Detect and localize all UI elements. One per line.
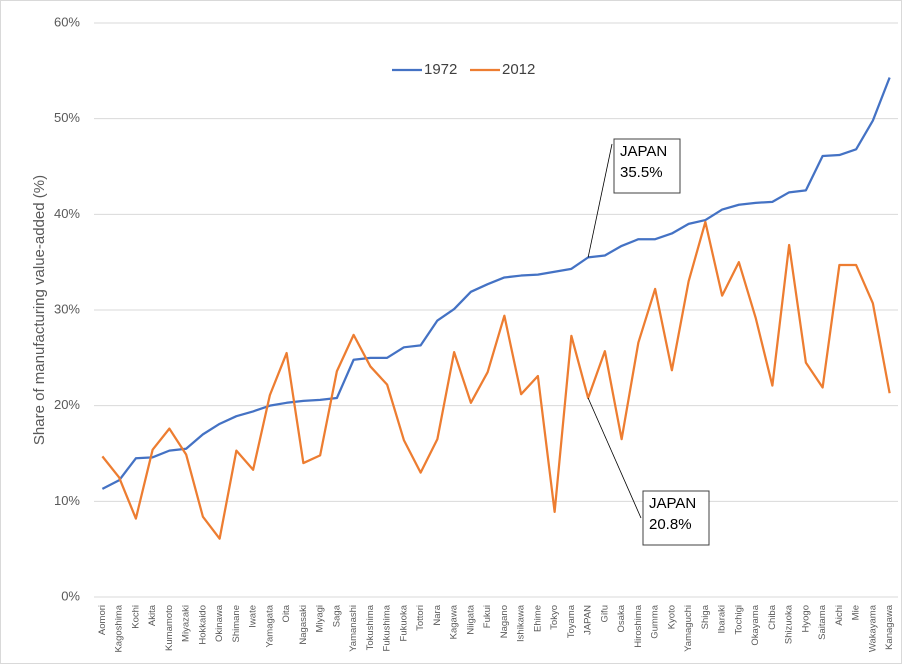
x-tick-label: Oita — [281, 604, 292, 622]
x-tick-label: Kumamoto — [164, 605, 175, 651]
x-tick-label: Fukui — [482, 605, 493, 628]
x-tick-label: Wakayama — [867, 604, 878, 652]
x-tick-label: Aomori — [97, 605, 108, 635]
annotation-text: 20.8% — [649, 516, 692, 533]
x-tick-label: JAPAN — [583, 605, 594, 635]
x-tick-label: Gifu — [599, 605, 610, 622]
x-tick-label: Kochi — [130, 605, 141, 629]
leader-line — [587, 397, 642, 519]
x-tick-label: Chiba — [767, 604, 778, 630]
y-tick-label: 50% — [54, 110, 80, 125]
y-tick-label: 0% — [61, 588, 80, 603]
x-tick-label: Mie — [851, 605, 862, 620]
x-tick-label: Osaka — [616, 604, 627, 632]
y-tick-label: 40% — [54, 206, 80, 221]
x-tick-label: Aichi — [834, 605, 845, 626]
x-tick-label: Ishikawa — [516, 604, 527, 642]
x-tick-label: Saga — [331, 604, 342, 627]
x-tick-label: Tokushima — [365, 604, 376, 650]
x-tick-label: Fukushima — [382, 604, 393, 651]
x-tick-label: Nara — [432, 604, 443, 625]
leader-line — [587, 143, 613, 258]
x-tick-label: Kagoshima — [114, 604, 125, 652]
x-tick-label: Hyogo — [800, 605, 811, 632]
x-tick-label: Kagawa — [449, 604, 460, 639]
x-tick-label: Fukuoka — [398, 604, 409, 641]
x-tick-label: Saitama — [817, 604, 828, 640]
x-tick-label: Shiga — [700, 604, 711, 629]
annotation-text: JAPAN — [620, 143, 667, 160]
x-tick-label: Tokyo — [549, 605, 560, 630]
annotation-text: JAPAN — [649, 495, 696, 512]
y-tick-label: 30% — [54, 301, 80, 316]
legend-label: 1972 — [424, 61, 457, 78]
x-tick-label: Okinawa — [214, 604, 225, 642]
y-tick-label: 10% — [54, 493, 80, 508]
x-tick-label: Ibaraki — [717, 605, 728, 634]
legend-label: 2012 — [502, 61, 535, 78]
x-tick-label: Toyama — [566, 604, 577, 638]
x-tick-label: Miyagi — [315, 605, 326, 632]
x-tick-label: Hokkaido — [197, 605, 208, 645]
x-tick-label: Yamaguchi — [683, 605, 694, 652]
x-tick-label: Tottori — [415, 605, 426, 631]
annotation-box — [642, 490, 710, 546]
line-series — [101, 77, 891, 490]
x-tick-label: Gumma — [650, 604, 661, 639]
y-tick-label: 60% — [54, 14, 80, 29]
y-axis-label: Share of manufacturing value-added (%) — [31, 175, 48, 445]
x-tick-label: Akita — [147, 604, 158, 626]
line-series — [101, 220, 891, 540]
x-tick-label: Hiroshima — [633, 604, 644, 647]
x-tick-label: Ehime — [532, 605, 543, 632]
x-tick-label: Okayama — [750, 604, 761, 645]
x-tick-label: Miyazaki — [181, 605, 192, 642]
x-tick-label: Tochigi — [733, 605, 744, 635]
x-tick-label: Niigata — [465, 604, 476, 634]
x-tick-label: Yamagata — [264, 604, 275, 647]
x-tick-label: Kanagawa — [884, 604, 895, 650]
x-tick-label: Shimane — [231, 605, 242, 643]
x-tick-label: Nagano — [499, 605, 510, 638]
annotation-box — [613, 138, 681, 194]
x-tick-label: Nagasaki — [298, 605, 309, 645]
x-tick-label: Shizuoka — [784, 604, 795, 644]
x-tick-label: Yamanashi — [348, 605, 359, 652]
x-tick-label: Iwate — [248, 605, 259, 628]
y-tick-label: 20% — [54, 397, 80, 412]
annotation-text: 35.5% — [620, 164, 663, 181]
x-tick-label: Kyoto — [666, 605, 677, 629]
